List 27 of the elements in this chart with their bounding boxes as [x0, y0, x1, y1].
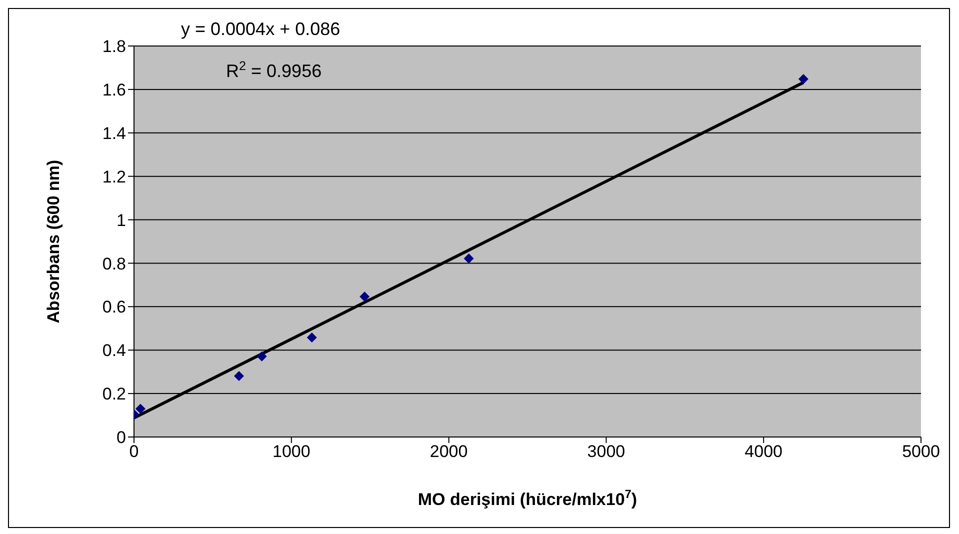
x-tick-label: 5000: [902, 442, 940, 462]
point: [798, 74, 808, 84]
point: [135, 404, 146, 414]
y-tick-label: 0.6: [102, 298, 126, 317]
y-tick-label: 1.4: [102, 124, 126, 143]
x-tick-label: 4000: [744, 442, 783, 462]
y-tick-label: 0.2: [102, 384, 126, 404]
point: [360, 292, 370, 302]
y-tick-label: 1.8: [102, 37, 126, 56]
point: [234, 370, 244, 381]
x-tick-label: 2000: [430, 442, 468, 462]
y-tick-label: 1.6: [102, 80, 126, 100]
y-axis-title: Absorbans (600 nm): [44, 160, 63, 324]
y-tick-label: 0.8: [102, 254, 126, 274]
x-tick-label: 0: [129, 442, 139, 462]
x-tick-label: 3000: [587, 442, 626, 462]
y-tick-label: 1.2: [102, 167, 126, 186]
text: y = 0.0004x + 0.086: [181, 19, 340, 39]
y-tick-label: 0.4: [102, 341, 126, 360]
x-axis-title: MO derişimi (hücre/mlx10$^{7}$): [418, 487, 638, 509]
point: [464, 253, 474, 264]
annotation: R$^{2}$ = 0.9956: [226, 59, 322, 81]
y-tick-label: 1: [116, 210, 126, 230]
point: [256, 351, 267, 362]
point: [306, 332, 317, 343]
x-tick-label: 1000: [272, 442, 310, 462]
y-tick-label: 0: [116, 428, 126, 448]
